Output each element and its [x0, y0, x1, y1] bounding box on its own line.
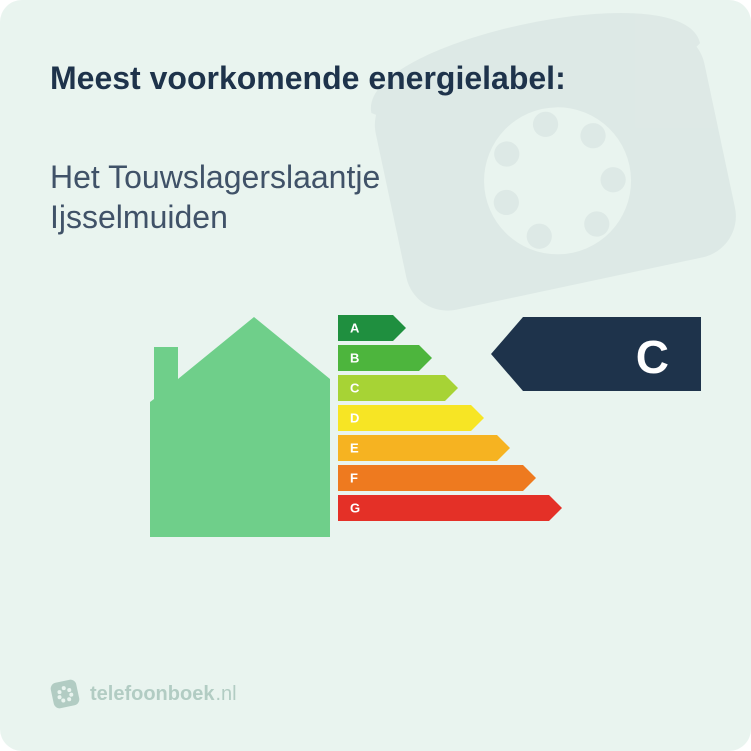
energy-bar-label: F	[350, 471, 358, 486]
energy-label-chart: ABCDEFG C	[50, 307, 701, 567]
info-card: Meest voorkomende energielabel: Het Touw…	[0, 0, 751, 751]
energy-bar-label: C	[350, 381, 359, 396]
energy-bar-f: F	[338, 465, 562, 491]
energy-bar-shape	[338, 465, 536, 491]
brand-footer: telefoonboek .nl	[50, 679, 237, 709]
page-title: Meest voorkomende energielabel:	[50, 60, 701, 97]
energy-bar-d: D	[338, 405, 562, 431]
brand-logo-icon	[50, 679, 80, 709]
result-badge: C	[491, 317, 701, 396]
energy-bar-label: G	[350, 501, 360, 516]
energy-bar-shape	[338, 435, 510, 461]
energy-bar-e: E	[338, 435, 562, 461]
location-line-1: Het Touwslagerslaantje	[50, 159, 380, 195]
brand-name-tld: .nl	[215, 683, 236, 706]
energy-bar-shape	[338, 495, 562, 521]
house-icon	[150, 317, 330, 537]
brand-name-main: telefoonboek	[90, 683, 214, 706]
energy-bar-g: G	[338, 495, 562, 521]
energy-bar-label: A	[350, 321, 359, 336]
location-line-2: Ijsselmuiden	[50, 199, 228, 235]
result-badge-letter: C	[636, 330, 669, 384]
energy-bar-label: D	[350, 411, 359, 426]
energy-bar-label: E	[350, 441, 359, 456]
energy-bar-shape	[338, 405, 484, 431]
energy-bar-shape	[338, 315, 406, 341]
energy-bar-label: B	[350, 351, 359, 366]
result-badge-shape	[491, 317, 701, 391]
brand-name: telefoonboek .nl	[90, 683, 237, 706]
location-name: Het Touwslagerslaantje Ijsselmuiden	[50, 157, 701, 237]
